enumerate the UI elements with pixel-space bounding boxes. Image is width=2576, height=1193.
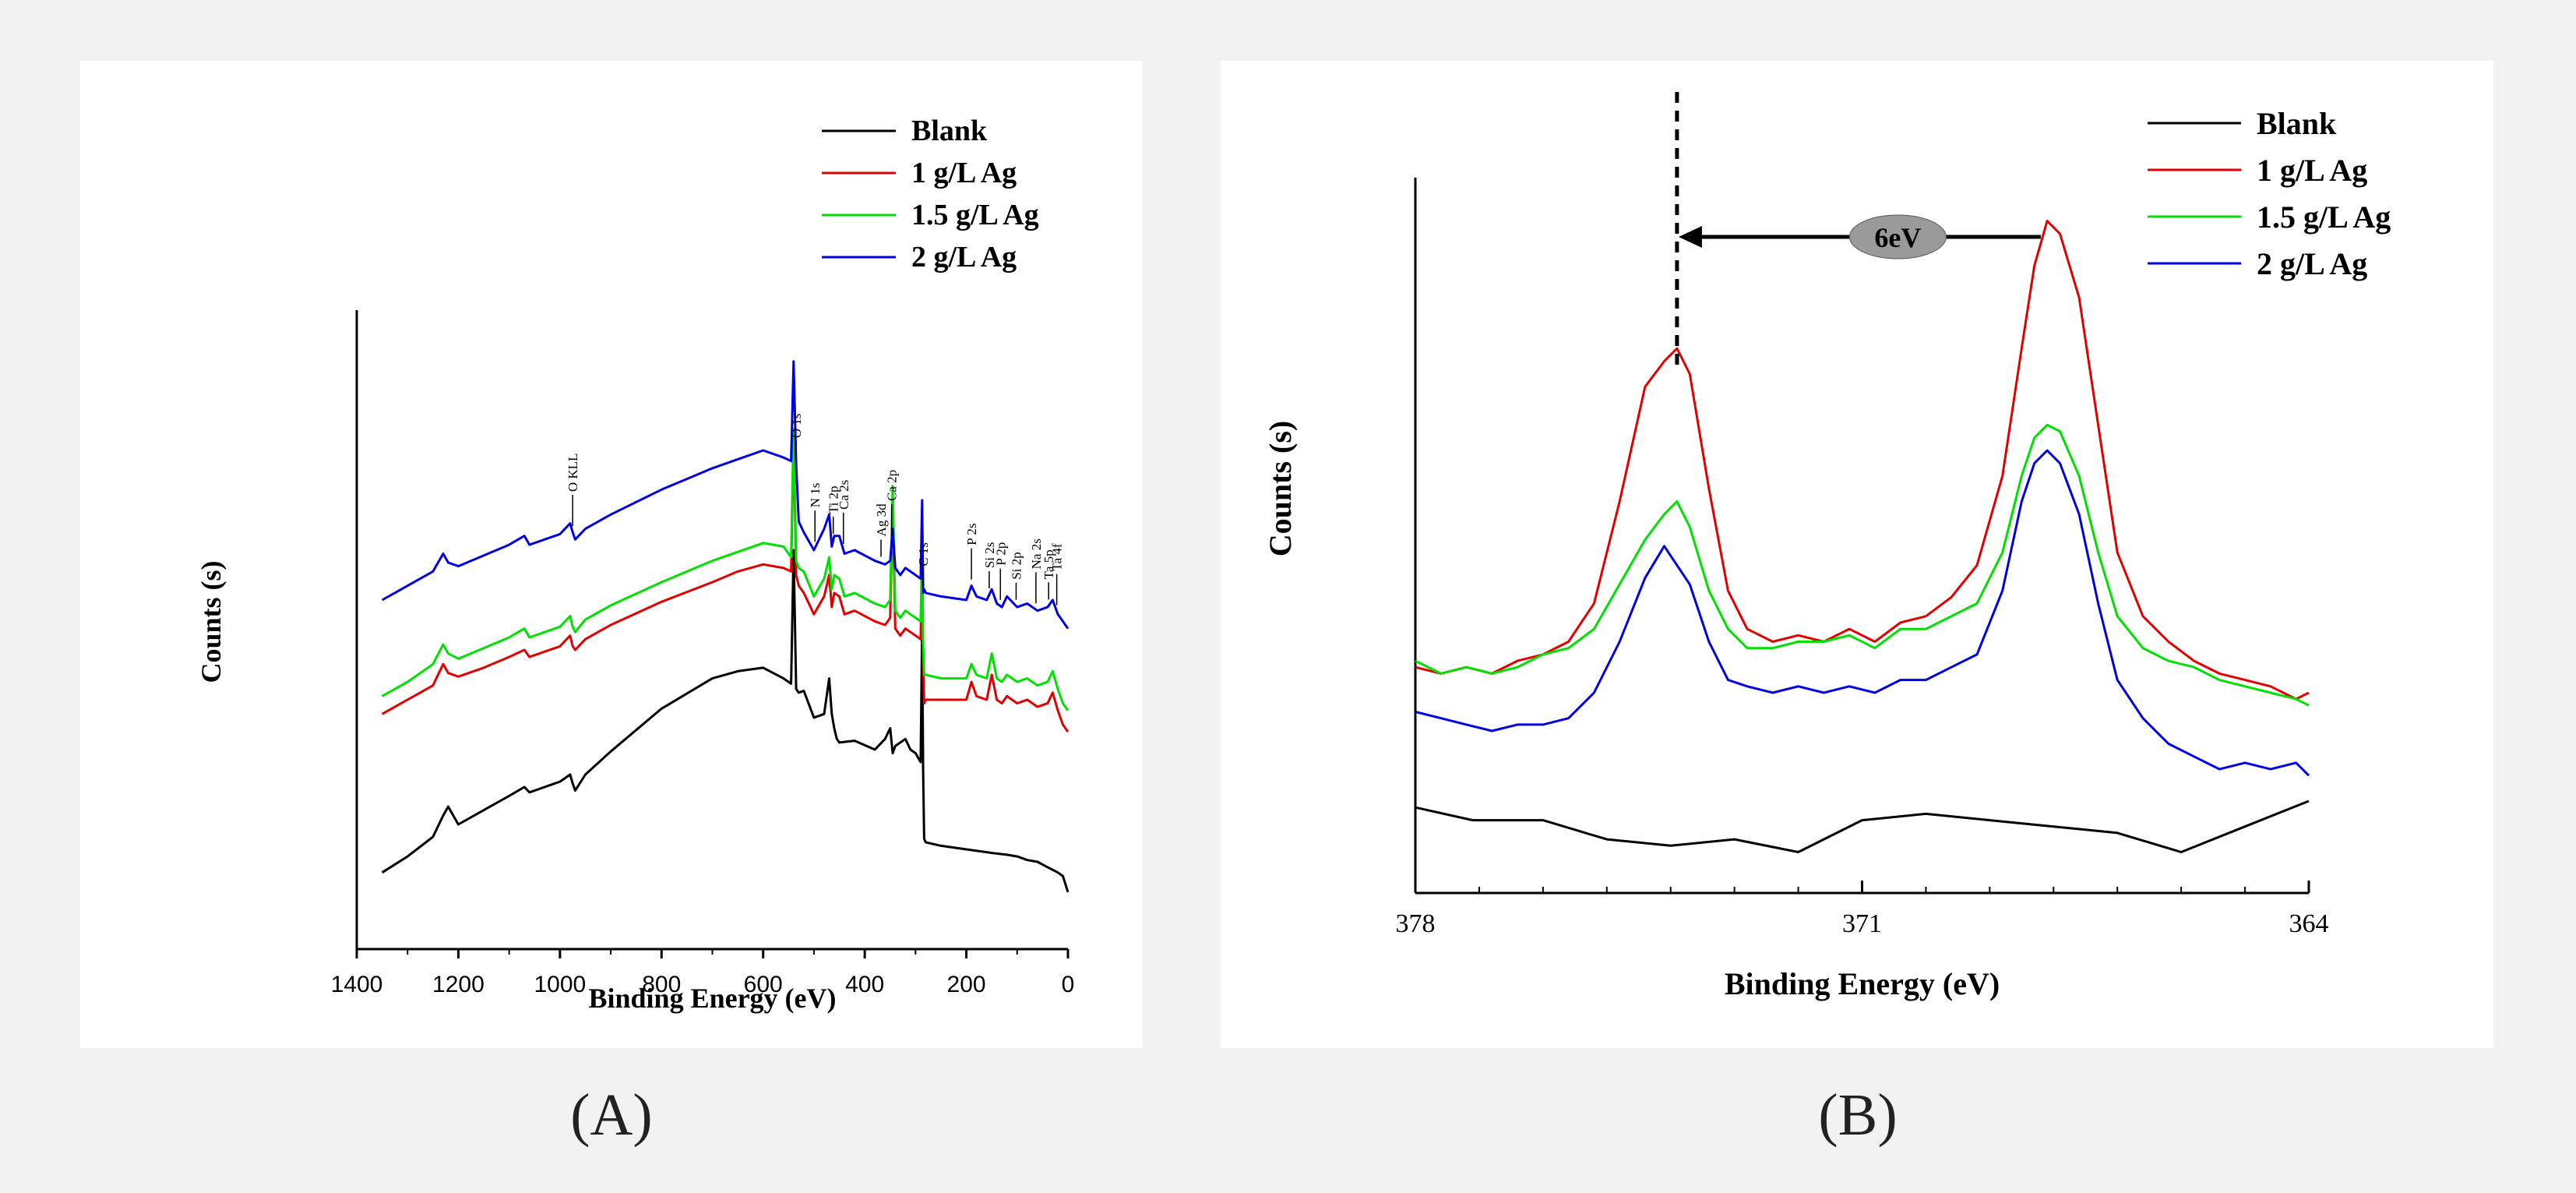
- series-line-2-g-l-ag: [381, 360, 1070, 630]
- y-axis-label: Counts (s): [1263, 421, 1298, 556]
- x-tick-label: 1400: [331, 972, 383, 997]
- peak-label: Ag 3d: [874, 503, 889, 537]
- x-tick-label: 371: [1842, 909, 1882, 938]
- x-tick-label: 1200: [432, 972, 485, 997]
- legend-label-1-5-g-l-ag: 1.5 g/L Ag: [911, 199, 1039, 231]
- caption-b: (B): [1818, 1082, 1898, 1148]
- x-tick-label: 200: [947, 972, 986, 997]
- x-tick-label: 364: [2289, 909, 2329, 938]
- x-tick-label: 600: [744, 972, 783, 997]
- peak-label: Ta 5p: [1041, 549, 1056, 579]
- legend-label-2-g-l-ag: 2 g/L Ag: [2257, 246, 2367, 281]
- x-tick-label: 400: [845, 972, 884, 997]
- series-line-1-g-l-ag: [381, 435, 1070, 732]
- peak-label: N 1s: [808, 483, 823, 508]
- peak-label: Ti 2p: [826, 485, 841, 514]
- peak-label: Ta 4f: [1050, 543, 1065, 570]
- shift-arrow-head: [1678, 226, 1702, 248]
- peak-label: P 2s: [964, 524, 979, 545]
- peak-label: Na 2s: [1029, 538, 1044, 569]
- peak-label: Ca 2s: [837, 480, 851, 510]
- peak-label: O KLL: [566, 454, 580, 492]
- chart-a-svg: 1400 1200 1000 800 600 400 200 0 Binding Energy …: [196, 115, 1075, 1014]
- peak-label: Si 2p: [1009, 552, 1024, 579]
- legend-label-blank: Blank: [2257, 106, 2337, 141]
- legend-label-1-g-l-ag: 1 g/L Ag: [2257, 153, 2367, 188]
- legend-label-2-g-l-ag: 2 g/L Ag: [911, 241, 1017, 274]
- series-line-1-g-l-ag: [1415, 220, 2310, 701]
- peak-label: Si 2s: [982, 542, 997, 569]
- series-line-blank: [381, 549, 1070, 893]
- shift-label-bubble: [1848, 214, 1947, 259]
- legend-label-1-g-l-ag: 1 g/L Ag: [911, 157, 1017, 189]
- series-line-1-5-g-l-ag: [381, 428, 1070, 711]
- shift-label: 6eV: [1874, 222, 1921, 253]
- chart-panel-a: 1400 1200 1000 800 600 400 200 0 Binding Energy …: [80, 61, 1143, 1048]
- x-tick-label: 1000: [534, 972, 586, 997]
- peak-label: P 2p: [993, 542, 1008, 566]
- legend-label-1-5-g-l-ag: 1.5 g/L Ag: [2257, 199, 2391, 235]
- chart-b-svg: 378 371 364 Binding Energy (eV) Counts (s) 6e…: [1263, 92, 2391, 1001]
- x-tick-label: 0: [1062, 972, 1075, 997]
- x-axis-label: Binding Energy (eV): [1725, 966, 2000, 1001]
- x-axis-label: Binding Energy (eV): [588, 983, 836, 1014]
- y-axis-label: Counts (s): [196, 560, 227, 683]
- series-line-blank: [1415, 799, 2310, 853]
- series-line-1-5-g-l-ag: [1415, 423, 2310, 707]
- peak-label: Ca 2p: [885, 470, 900, 501]
- caption-a: (A): [570, 1082, 653, 1148]
- peak-label: C 1s: [916, 542, 931, 566]
- series-line-2-g-l-ag: [1415, 449, 2310, 777]
- peak-label: O 1s: [789, 414, 804, 439]
- chart-panel-b: 378 371 364 Binding Energy (eV) Counts (s) 6e…: [1221, 61, 2493, 1048]
- legend-label-blank: Blank: [911, 115, 988, 147]
- x-tick-label: 378: [1396, 909, 1436, 938]
- x-tick-label: 800: [642, 972, 681, 997]
